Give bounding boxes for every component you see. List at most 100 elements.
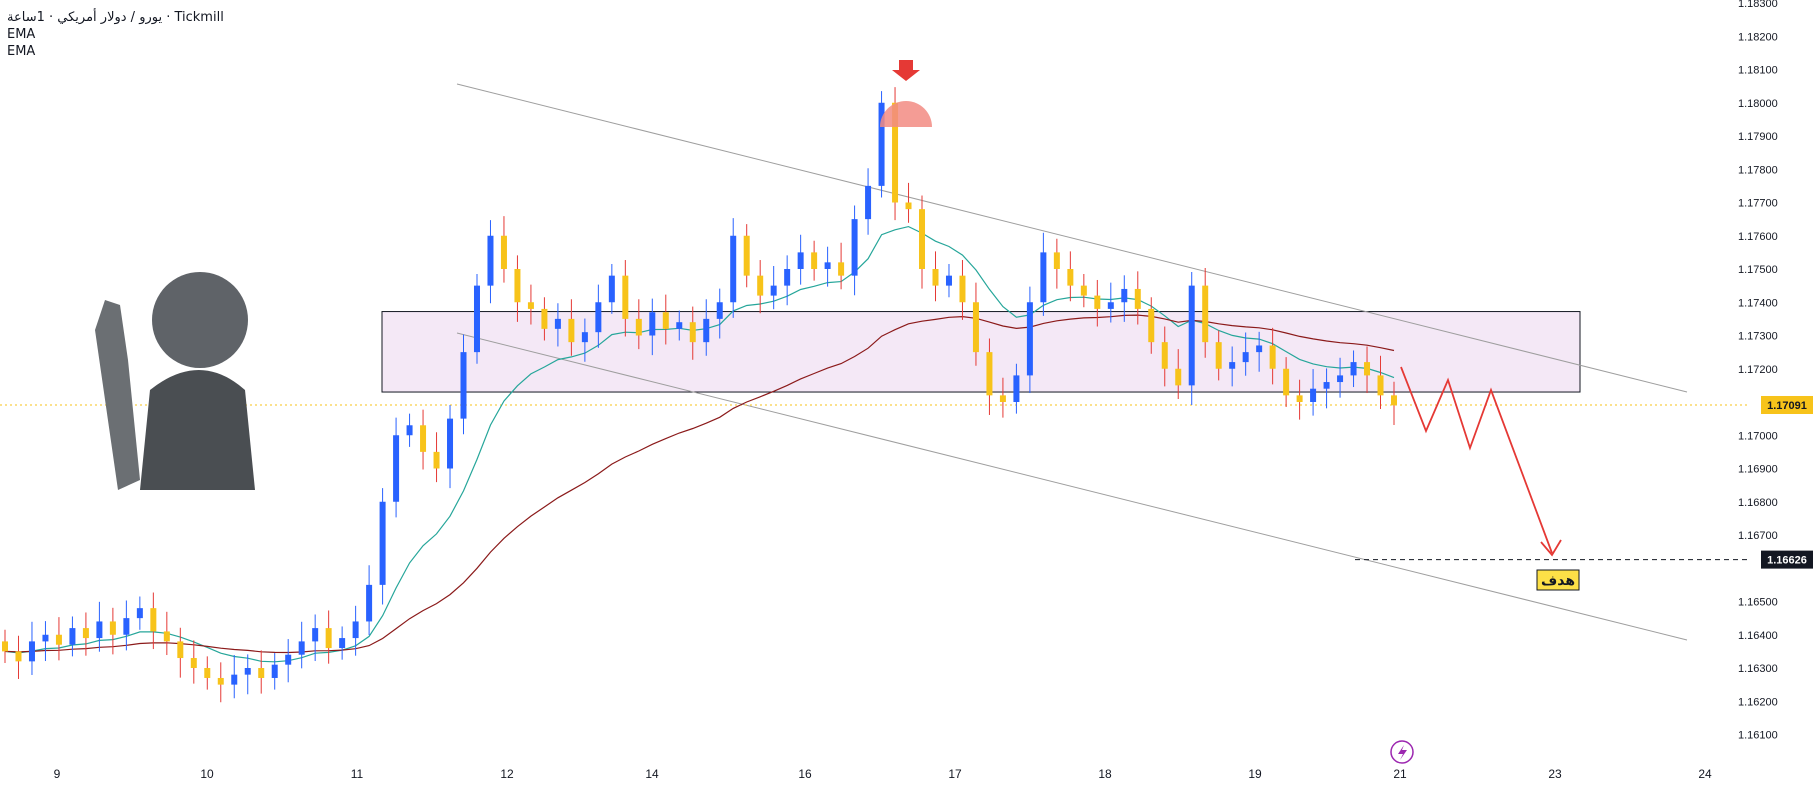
candle-body <box>1134 288 1141 309</box>
x-tick-label: 11 <box>351 767 364 781</box>
candle-body <box>1269 345 1276 369</box>
candle-body <box>945 275 952 286</box>
candle-body <box>1094 295 1101 309</box>
candle-body <box>743 235 750 276</box>
candle-body <box>123 618 130 635</box>
candle-body <box>865 185 872 220</box>
candle-body <box>581 332 588 343</box>
y-tick-label: 1.17500 <box>1738 264 1778 276</box>
candle-body <box>527 302 534 309</box>
candle-body <box>878 102 885 186</box>
x-tick-label: 16 <box>798 767 812 781</box>
candle-body <box>541 308 548 329</box>
candle-body <box>339 638 346 649</box>
candle-body <box>1202 285 1209 343</box>
candle-body <box>379 501 386 585</box>
candle-body <box>1229 362 1236 369</box>
candle-body <box>190 658 197 668</box>
y-tick-label: 1.17600 <box>1738 231 1778 243</box>
candle-body <box>312 628 319 642</box>
y-tick-label: 1.18000 <box>1738 98 1778 110</box>
candle-body <box>258 668 265 678</box>
candle-body <box>757 275 764 296</box>
y-tick-label: 1.17200 <box>1738 364 1778 376</box>
candle-body <box>514 269 521 303</box>
candle-body <box>15 651 22 662</box>
y-tick-label: 1.16700 <box>1738 530 1778 542</box>
candle-body <box>1107 302 1114 309</box>
candle-body <box>919 209 926 269</box>
candle-body <box>1161 342 1168 369</box>
candle-body <box>447 418 454 469</box>
last-price-value: 1.17091 <box>1767 400 1807 412</box>
x-tick-label: 14 <box>645 767 659 781</box>
x-tick-label: 18 <box>1098 767 1112 781</box>
portrait-body <box>140 370 255 490</box>
candle-body <box>150 608 157 632</box>
ema-fast-line <box>4 225 1395 663</box>
chart-legend: يورو / دولار أمريكي · 1ساعة · Tickmill E… <box>7 9 224 60</box>
y-tick-label: 1.16300 <box>1738 663 1778 675</box>
candle-body <box>838 262 845 276</box>
candle-body <box>473 285 480 353</box>
candle-body <box>1067 269 1074 286</box>
candle-body <box>1350 362 1357 376</box>
x-tick-label: 12 <box>500 767 514 781</box>
down-arrow-icon <box>892 60 920 81</box>
candle-body <box>811 252 818 269</box>
symbol-title[interactable]: يورو / دولار أمريكي · 1ساعة · Tickmill <box>7 10 224 25</box>
candle-body <box>1364 362 1371 376</box>
y-tick-label: 1.16500 <box>1738 597 1778 609</box>
y-tick-label: 1.16100 <box>1738 730 1778 742</box>
x-tick-label: 19 <box>1248 767 1262 781</box>
candle-body <box>1026 302 1033 376</box>
candle-body <box>96 621 103 639</box>
ema-slow-label[interactable]: EMA <box>7 44 36 59</box>
candle-body <box>1121 288 1128 303</box>
candle-body <box>797 252 804 269</box>
candle-body <box>2 641 8 652</box>
target-label-box <box>1536 569 1580 591</box>
candle-body <box>892 102 899 203</box>
candle-body <box>1310 388 1317 402</box>
candle-body <box>1040 252 1047 303</box>
top-pattern-marker <box>880 101 932 127</box>
candle-body <box>42 634 49 642</box>
candle-body <box>285 654 292 665</box>
target-price-badge <box>1761 550 1813 569</box>
y-tick-label: 1.17400 <box>1738 297 1778 309</box>
candle-body <box>676 322 683 329</box>
candle-body <box>28 641 35 662</box>
candle-body <box>420 425 427 452</box>
candle-body <box>460 352 467 419</box>
candle-body <box>851 219 858 276</box>
candle-body <box>82 628 89 639</box>
candle-body <box>730 235 737 303</box>
candle-body <box>905 202 912 210</box>
candle-body <box>784 269 791 286</box>
candle-body <box>271 664 278 678</box>
y-tick-label: 1.16900 <box>1738 464 1778 476</box>
candle-body <box>554 318 561 329</box>
candle-body <box>109 621 116 635</box>
y-tick-label: 1.17700 <box>1738 198 1778 210</box>
y-tick-label: 1.17900 <box>1738 131 1778 143</box>
portrait-sticker <box>152 272 248 368</box>
candle-body <box>1080 285 1087 296</box>
candle-body <box>986 352 993 396</box>
candle-body <box>959 275 966 303</box>
x-tick-label: 24 <box>1698 767 1712 781</box>
x-tick-label: 23 <box>1548 767 1562 781</box>
candle-body <box>1391 395 1397 406</box>
candle-body <box>366 584 373 622</box>
candle-body <box>1242 352 1249 363</box>
candle-body <box>1256 345 1263 353</box>
channel-upper-line <box>456 83 1688 393</box>
candle-body <box>716 302 723 319</box>
candle-body <box>622 275 629 319</box>
target-label: هدف <box>1541 573 1575 589</box>
portrait-hand <box>95 300 140 490</box>
candle-body <box>325 628 332 649</box>
ema-fast-label[interactable]: EMA <box>7 27 36 42</box>
